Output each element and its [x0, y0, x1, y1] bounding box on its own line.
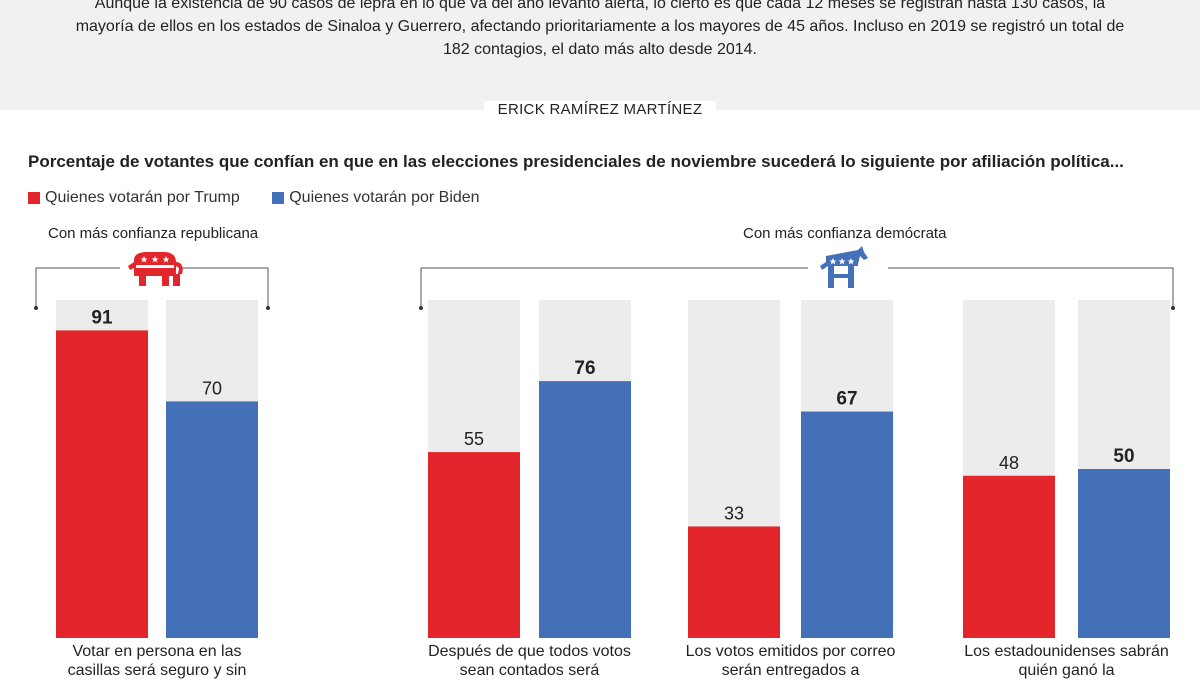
category-label: Los votos emitidos por correo serán entr… [685, 643, 896, 679]
bar-trump [688, 526, 780, 638]
legend-swatch-biden [272, 192, 285, 204]
bar-trump [963, 475, 1055, 638]
author-name: ERICK RAMÍREZ MARTÍNEZ [483, 101, 717, 118]
legend-swatch-trump [28, 192, 40, 204]
intro-line: mayoría de ellos en los estados de Sinal… [75, 18, 1125, 35]
author-byline: ERICK RAMÍREZ MARTÍNEZ [0, 101, 1200, 118]
legend-item-biden: Quienes votarán por Biden [272, 189, 480, 207]
elephant-icon [128, 252, 183, 286]
bracket-dot [419, 306, 423, 310]
chart-title: Porcentaje de votantes que confían en qu… [28, 152, 1124, 171]
data-label-trump: 48 [999, 453, 1019, 473]
bar-biden [166, 401, 258, 638]
legend-label-biden: Quienes votarán por Biden [289, 189, 480, 206]
bars-layer: 91 70 55 76 33 67 48 50 [56, 300, 1170, 638]
group-label-democrat: Con más confianza demócrata [743, 225, 947, 242]
intro-line: Aunque la existencia de 90 casos de lepr… [94, 0, 1106, 12]
legend: Quienes votarán por Trump Quienes votará… [28, 189, 508, 209]
data-label-trump: 91 [91, 307, 113, 328]
bracket-dot [266, 306, 270, 310]
data-label-biden: 67 [836, 389, 857, 410]
data-label-biden: 76 [574, 358, 595, 379]
category-label: Después de que todos votos sean contados… [428, 643, 631, 679]
bar-biden [1078, 469, 1170, 638]
intro-line: 182 contagios, el dato más alto desde 20… [443, 41, 757, 58]
intro-text: Aunque la existencia de 90 casos de lepr… [60, 0, 1140, 61]
bracket-dot [34, 306, 38, 310]
group-label-republican: Con más confianza republicana [48, 225, 259, 242]
bar-biden [801, 411, 893, 638]
legend-item-trump: Quienes votarán por Trump [28, 189, 240, 207]
category-label: Los estadounidenses sabrán quién ganó la [964, 643, 1169, 679]
data-label-biden: 70 [202, 378, 222, 398]
category-label: Votar en persona en las casillas será se… [67, 643, 247, 679]
donkey-icon [820, 246, 868, 288]
bracket-democrat [420, 267, 1174, 308]
legend-label-trump: Quienes votarán por Trump [45, 189, 240, 206]
bracket-dot [1171, 306, 1175, 310]
data-label-trump: 33 [724, 503, 744, 523]
bracket-republican [35, 267, 269, 308]
bar-trump [428, 452, 520, 638]
intro-band [0, 0, 1200, 110]
data-label-biden: 50 [1113, 446, 1134, 467]
data-label-trump: 55 [464, 429, 484, 449]
bar-biden [539, 381, 631, 638]
bar-trump [56, 330, 148, 638]
